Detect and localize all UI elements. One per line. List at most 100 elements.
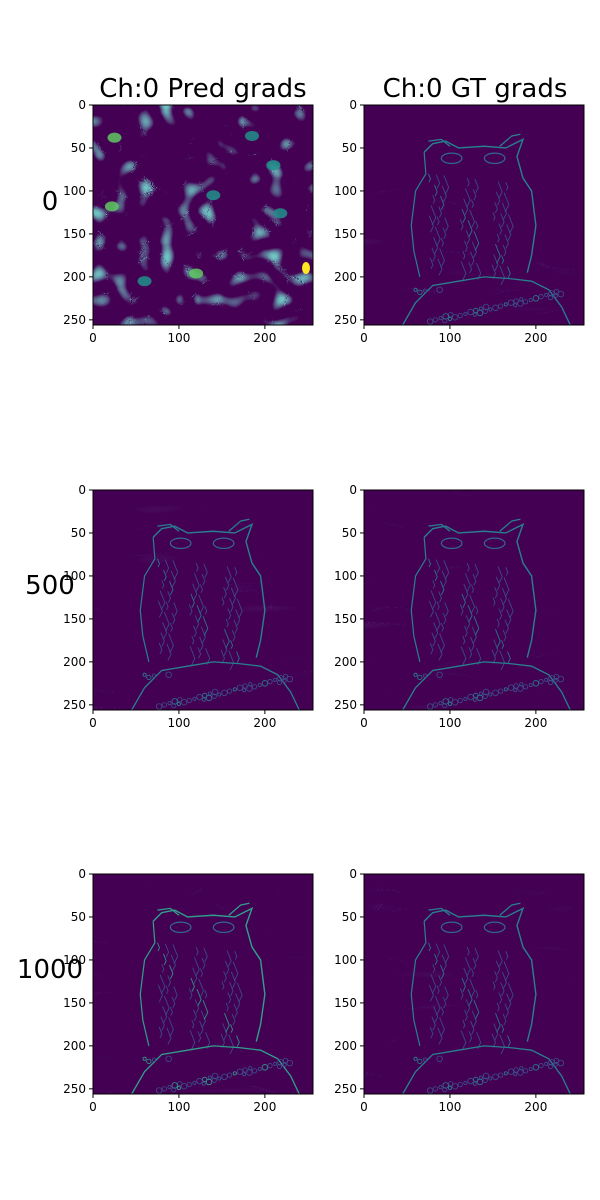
y-tick-label: 150 (334, 996, 357, 1010)
owl-feather-stroke (503, 961, 510, 982)
owl-feather-stroke (472, 958, 477, 970)
owl-feather-stroke (466, 177, 470, 187)
owl-feather-stroke (192, 967, 198, 985)
owl-feather-stroke (500, 213, 505, 228)
owl-feather-stroke (188, 988, 193, 1000)
axes-frame (363, 489, 585, 711)
owl-feather-stroke (195, 946, 199, 956)
owl-feather-stroke (471, 626, 477, 644)
owl-feather-stroke (470, 1020, 475, 1035)
owl-feather-stroke (502, 629, 507, 642)
owl-feather-stroke (434, 226, 441, 247)
rock-texture (528, 683, 533, 688)
rock-texture (522, 299, 529, 305)
owl-feather-stroke (199, 1020, 204, 1035)
rock-texture (186, 1081, 192, 1088)
rock-texture (503, 302, 508, 307)
owl-feather-stroke (434, 611, 441, 632)
rock-texture (221, 689, 228, 697)
owl-feather-stroke (474, 178, 479, 193)
owl-feather-stroke (234, 567, 238, 576)
owl-feather-stroke (230, 640, 234, 649)
owl-eye-right (483, 152, 506, 165)
owl-feather-stroke (236, 598, 243, 619)
owl-feather-stroke (200, 584, 203, 593)
owl-feather-stroke (163, 953, 167, 966)
y-tick-label: 0 (349, 483, 357, 497)
x-tick-label: 200 (524, 1100, 547, 1114)
rock-texture (548, 1059, 555, 1066)
owl-feather-stroke (440, 623, 444, 632)
owl-eye-left (169, 921, 192, 934)
owl-feather-stroke (471, 584, 474, 593)
rock-texture (152, 1057, 157, 1062)
owl-feather-stroke (191, 635, 195, 645)
rock-texture (476, 1078, 484, 1086)
owl-outline-left (139, 921, 156, 1047)
rock-texture (155, 1087, 163, 1094)
rock-texture (221, 1073, 228, 1081)
rock-texture (211, 693, 217, 699)
rock-texture (473, 307, 479, 313)
owl-feather-stroke (501, 202, 507, 220)
owl-feather-stroke (203, 947, 208, 962)
owl-feather-stroke (495, 191, 501, 206)
owl-feather-stroke (433, 622, 439, 640)
rock-texture (282, 1062, 287, 1067)
y-tick-label: 250 (334, 313, 357, 327)
rock-texture (473, 1076, 479, 1082)
noise-hotspot (107, 132, 122, 143)
owl-feather-stroke (506, 993, 512, 1011)
owl-feather-stroke (497, 566, 503, 584)
rock-texture (467, 693, 474, 701)
rock-texture (492, 689, 499, 697)
owl-feather-stroke (196, 988, 202, 1006)
owl-feather-stroke (501, 971, 507, 989)
owl-feather-stroke (434, 953, 438, 966)
y-tick-label: 100 (63, 184, 86, 198)
owl-feather-stroke (236, 982, 243, 1003)
rock-texture (463, 696, 468, 701)
owl-feather-stroke (462, 1019, 466, 1029)
owl-feather-stroke (475, 989, 479, 999)
noise-peak (302, 262, 310, 274)
owl-eye-right (483, 537, 506, 550)
rock-texture (467, 308, 474, 316)
owl-feather-stroke (460, 261, 467, 281)
owl-feather-stroke (440, 195, 445, 211)
owl-feather-stroke (166, 643, 172, 661)
y-tick-label: 50 (71, 526, 86, 540)
rock-texture (202, 692, 208, 698)
owl-feather-stroke (158, 1026, 163, 1039)
rock-texture (532, 680, 540, 687)
rock-outline (131, 661, 300, 711)
owl-feather-stroke (165, 601, 169, 611)
rock-texture (507, 1068, 515, 1075)
owl-feather-stroke (494, 586, 498, 599)
owl-feather-stroke (501, 1024, 505, 1033)
rock-texture (503, 687, 508, 692)
y-tick-label: 150 (63, 227, 86, 241)
noise-hotspot (273, 208, 288, 219)
owl-outline-left (410, 152, 427, 278)
owl-feather-stroke (504, 1003, 509, 1018)
rock-texture (282, 673, 289, 680)
rock-texture (165, 671, 172, 678)
rock-texture (447, 1085, 452, 1090)
owl-feather-stroke (475, 605, 479, 615)
owl-feather-stroke (464, 625, 468, 637)
rock-texture (513, 303, 518, 308)
rock-texture (217, 692, 222, 697)
x-tick-label: 0 (89, 716, 97, 730)
owl-feather-stroke (170, 570, 176, 588)
owl-feather-stroke (466, 562, 470, 572)
owl-feather-stroke (473, 616, 480, 636)
y-tick-label: 250 (63, 313, 86, 327)
rock-texture (548, 290, 555, 297)
rock-texture (205, 1078, 213, 1086)
rock-texture (196, 1077, 203, 1085)
owl-feather-stroke (225, 1002, 229, 1012)
rock-texture (532, 295, 540, 302)
rock-texture (176, 701, 181, 706)
